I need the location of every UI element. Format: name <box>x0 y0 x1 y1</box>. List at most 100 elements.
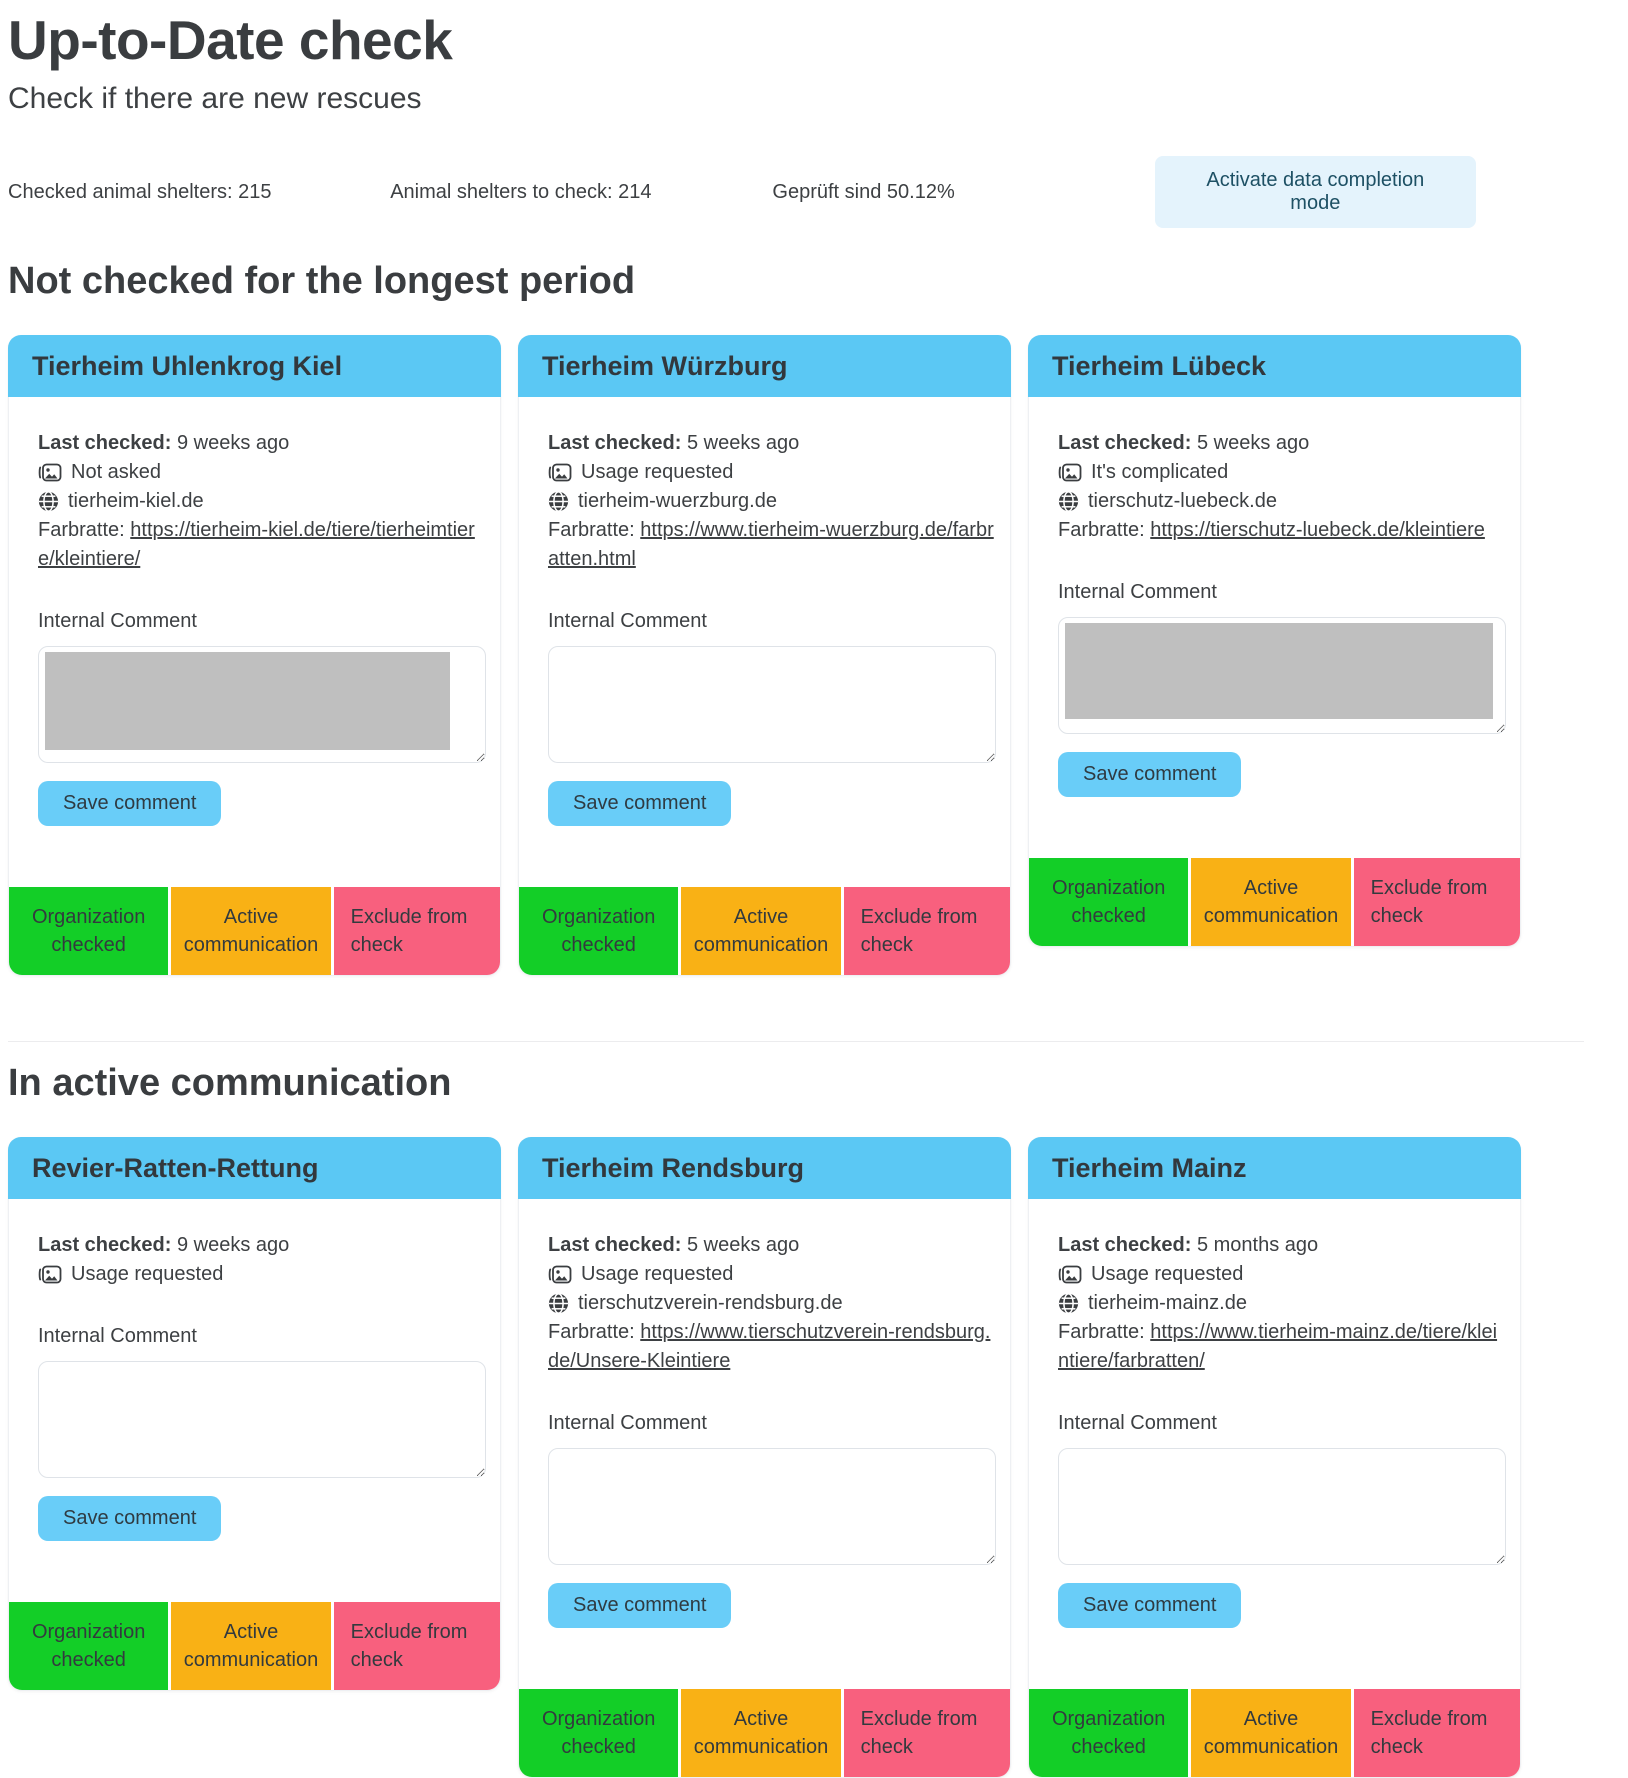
status-line: It's complicated <box>1058 458 1506 487</box>
images-photo-icon <box>1058 1264 1082 1285</box>
farbratte-link[interactable]: https://www.tierheim-wuerzburg.de/farbra… <box>548 519 994 570</box>
comment-area <box>38 646 486 763</box>
website-line: tierheim-kiel.de <box>38 487 486 516</box>
active-communication-button[interactable]: Active communication <box>1191 858 1351 946</box>
internal-comment-textarea[interactable] <box>548 1448 996 1565</box>
shelter-card: Tierheim Würzburg Last checked: 5 weeks … <box>518 335 1011 976</box>
save-comment-button[interactable]: Save comment <box>548 781 732 826</box>
comment-area <box>1058 1448 1506 1565</box>
comment-area <box>548 646 996 763</box>
exclude-from-check-button[interactable]: Exclude from check <box>843 887 1010 975</box>
website-text: tierschutz-luebeck.de <box>1088 490 1277 512</box>
images-photo-icon <box>1058 462 1082 483</box>
save-comment-button[interactable]: Save comment <box>38 781 222 826</box>
last-checked-line: Last checked: 9 weeks ago <box>38 432 290 454</box>
globe-icon <box>1058 1293 1079 1314</box>
internal-comment-textarea[interactable] <box>38 1361 486 1478</box>
farbratte-line: Farbratte: https://www.tierheim-mainz.de… <box>1058 1321 1498 1372</box>
card-footer: Organization checked Active communicatio… <box>519 887 1010 975</box>
internal-comment-label: Internal Comment <box>548 610 707 632</box>
cards-row-active-communication: Revier-Ratten-Rettung Last checked: 9 we… <box>8 1137 1620 1778</box>
organization-checked-button[interactable]: Organization checked <box>1029 858 1189 946</box>
active-communication-button[interactable]: Active communication <box>1191 1689 1351 1777</box>
farbratte-line: Farbratte: https://tierschutz-luebeck.de… <box>1058 519 1485 541</box>
globe-icon <box>548 1293 569 1314</box>
shelter-card: Tierheim Rendsburg Last checked: 5 weeks… <box>518 1137 1011 1778</box>
internal-comment-textarea[interactable] <box>548 646 996 763</box>
exclude-from-check-button[interactable]: Exclude from check <box>1353 858 1520 946</box>
farbratte-link[interactable]: https://tierschutz-luebeck.de/kleintiere <box>1150 519 1485 541</box>
website-text: tierheim-mainz.de <box>1088 1292 1247 1314</box>
images-photo-icon <box>38 1264 62 1285</box>
last-checked-line: Last checked: 5 months ago <box>1058 1234 1319 1256</box>
images-photo-icon <box>548 462 572 483</box>
card-footer: Organization checked Active communicatio… <box>1029 858 1520 946</box>
internal-comment-label: Internal Comment <box>1058 581 1217 603</box>
last-checked-line: Last checked: 9 weeks ago <box>38 1234 290 1256</box>
last-checked-line: Last checked: 5 weeks ago <box>548 432 800 454</box>
status-line: Usage requested <box>548 1260 996 1289</box>
globe-icon <box>548 491 569 512</box>
save-comment-button[interactable]: Save comment <box>548 1583 732 1628</box>
active-communication-button[interactable]: Active communication <box>171 887 331 975</box>
card-title: Tierheim Lübeck <box>1028 335 1521 397</box>
save-comment-button[interactable]: Save comment <box>1058 752 1242 797</box>
globe-icon <box>1058 491 1079 512</box>
organization-checked-button[interactable]: Organization checked <box>9 887 169 975</box>
website-line: tierschutzverein-rendsburg.de <box>548 1289 996 1318</box>
website-line: tierheim-mainz.de <box>1058 1289 1506 1318</box>
shelter-card: Tierheim Uhlenkrog Kiel Last checked: 9 … <box>8 335 501 976</box>
status-line: Not asked <box>38 458 486 487</box>
usage-status-text: Usage requested <box>581 1263 734 1285</box>
stat-shelters-to-check: Animal shelters to check: 214 <box>390 180 652 203</box>
farbratte-line: Farbratte: https://tierheim-kiel.de/tier… <box>38 519 475 570</box>
active-communication-button[interactable]: Active communication <box>681 1689 841 1777</box>
shelter-card: Tierheim Lübeck Last checked: 5 weeks ag… <box>1028 335 1521 947</box>
internal-comment-textarea[interactable] <box>1058 1448 1506 1565</box>
internal-comment-label: Internal Comment <box>1058 1412 1217 1434</box>
save-comment-button[interactable]: Save comment <box>1058 1583 1242 1628</box>
farbratte-link[interactable]: https://tierheim-kiel.de/tiere/tierheimt… <box>38 519 475 570</box>
activate-data-completion-button[interactable]: Activate data completion mode <box>1154 156 1477 228</box>
internal-comment-label: Internal Comment <box>548 1412 707 1434</box>
last-checked-line: Last checked: 5 weeks ago <box>1058 432 1310 454</box>
globe-icon <box>38 491 59 512</box>
internal-comment-label: Internal Comment <box>38 1325 197 1347</box>
last-checked-line: Last checked: 5 weeks ago <box>548 1234 800 1256</box>
active-communication-button[interactable]: Active communication <box>681 887 841 975</box>
images-photo-icon <box>38 462 62 483</box>
card-footer: Organization checked Active communicatio… <box>519 1689 1010 1777</box>
exclude-from-check-button[interactable]: Exclude from check <box>333 1602 500 1690</box>
comment-area <box>548 1448 996 1565</box>
website-line: tierschutz-luebeck.de <box>1058 487 1506 516</box>
website-line: tierheim-wuerzburg.de <box>548 487 996 516</box>
status-line: Usage requested <box>38 1260 486 1289</box>
organization-checked-button[interactable]: Organization checked <box>519 887 679 975</box>
section-heading-not-checked: Not checked for the longest period <box>8 260 636 302</box>
save-comment-button[interactable]: Save comment <box>38 1496 222 1541</box>
stat-checked-shelters: Checked animal shelters: 215 <box>8 180 272 203</box>
farbratte-line: Farbratte: https://www.tierheim-wuerzbur… <box>548 519 994 570</box>
stats-row: Checked animal shelters: 215 Animal shel… <box>8 156 1477 228</box>
card-footer: Organization checked Active communicatio… <box>9 887 500 975</box>
stat-checked-percentage: Geprüft sind 50.12% <box>772 180 955 203</box>
redacted-comment <box>45 652 450 750</box>
exclude-from-check-button[interactable]: Exclude from check <box>333 887 500 975</box>
usage-status-text: Usage requested <box>71 1263 224 1285</box>
card-title: Revier-Ratten-Rettung <box>8 1137 501 1199</box>
section-divider <box>8 1041 1584 1042</box>
exclude-from-check-button[interactable]: Exclude from check <box>843 1689 1010 1777</box>
internal-comment-label: Internal Comment <box>38 610 197 632</box>
shelter-card: Tierheim Mainz Last checked: 5 months ag… <box>1028 1137 1521 1778</box>
organization-checked-button[interactable]: Organization checked <box>1029 1689 1189 1777</box>
organization-checked-button[interactable]: Organization checked <box>519 1689 679 1777</box>
exclude-from-check-button[interactable]: Exclude from check <box>1353 1689 1520 1777</box>
website-text: tierheim-kiel.de <box>68 490 204 512</box>
website-text: tierschutzverein-rendsburg.de <box>578 1292 843 1314</box>
active-communication-button[interactable]: Active communication <box>171 1602 331 1690</box>
status-line: Usage requested <box>548 458 996 487</box>
usage-status-text: Usage requested <box>1091 1263 1244 1285</box>
organization-checked-button[interactable]: Organization checked <box>9 1602 169 1690</box>
page-subtitle: Check if there are new rescues <box>8 82 422 115</box>
usage-status-text: Usage requested <box>581 461 734 483</box>
